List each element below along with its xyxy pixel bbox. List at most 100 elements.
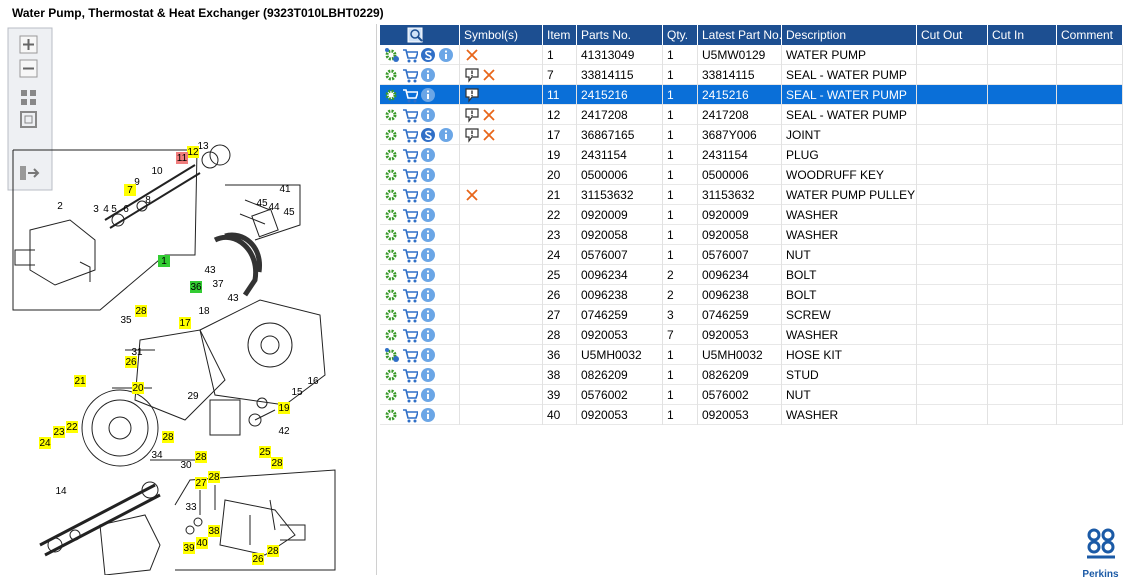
cart-icon[interactable] — [402, 67, 418, 83]
cart-icon[interactable] — [402, 207, 418, 223]
callout[interactable]: 3 — [93, 204, 99, 215]
cart-icon[interactable] — [402, 267, 418, 283]
table-row[interactable]: 25 0096234 2 0096234 BOLT — [380, 265, 1123, 285]
info-icon[interactable] — [420, 107, 436, 123]
info-icon[interactable] — [420, 247, 436, 263]
column-header[interactable]: Comment — [1057, 25, 1123, 45]
cart-icon[interactable] — [402, 247, 418, 263]
cart-icon[interactable] — [402, 147, 418, 163]
callout[interactable]: 28 — [162, 431, 174, 443]
callout[interactable]: 7 — [124, 184, 136, 196]
gear-icon[interactable] — [384, 327, 400, 343]
table-row[interactable]: 38 0826209 1 0826209 STUD — [380, 365, 1123, 385]
table-row[interactable]: 1 41313049 1 U5MW0129 WATER PUMP — [380, 45, 1123, 65]
table-row[interactable]: 21 31153632 1 31153632 WATER PUMP PULLEY — [380, 185, 1123, 205]
info-icon[interactable] — [420, 307, 436, 323]
service-icon[interactable] — [420, 127, 436, 143]
note-icon[interactable] — [464, 127, 480, 143]
callout[interactable]: 16 — [307, 376, 319, 387]
cross-icon[interactable] — [464, 187, 480, 203]
info-icon[interactable] — [438, 47, 454, 63]
cart-icon[interactable] — [402, 47, 418, 63]
cart-icon[interactable] — [402, 407, 418, 423]
callout[interactable]: 26 — [125, 356, 137, 368]
gear-icon[interactable] — [384, 347, 400, 363]
callout[interactable]: 6 — [123, 204, 129, 215]
callout[interactable]: 1 — [158, 255, 170, 267]
callout[interactable]: 27 — [195, 477, 207, 489]
info-icon[interactable] — [420, 227, 436, 243]
callout[interactable]: 24 — [39, 437, 51, 449]
cart-icon[interactable] — [402, 167, 418, 183]
table-row[interactable]: 11 2415216 1 2415216 SEAL - WATER PUMP — [380, 85, 1123, 105]
info-icon[interactable] — [420, 147, 436, 163]
export-button[interactable] — [20, 166, 40, 180]
callout[interactable]: 22 — [66, 421, 78, 433]
gear-icon[interactable] — [384, 67, 400, 83]
callout[interactable]: 33 — [185, 502, 197, 513]
cart-icon[interactable] — [402, 87, 418, 103]
cart-icon[interactable] — [402, 367, 418, 383]
gear-icon[interactable] — [384, 147, 400, 163]
callout[interactable]: 19 — [278, 402, 290, 414]
callout[interactable]: 42 — [278, 426, 290, 437]
callout[interactable]: 29 — [187, 391, 199, 402]
callout[interactable]: 2 — [57, 201, 63, 212]
gear-icon[interactable] — [384, 187, 400, 203]
service-icon[interactable] — [420, 47, 436, 63]
gear-icon[interactable] — [384, 287, 400, 303]
callout[interactable]: 28 — [195, 451, 207, 463]
table-row[interactable]: 28 0920053 7 0920053 WASHER — [380, 325, 1123, 345]
column-header[interactable]: Symbol(s) — [460, 25, 543, 45]
callout[interactable]: 21 — [74, 375, 86, 387]
gear-icon[interactable] — [384, 247, 400, 263]
zoom-in-button[interactable] — [19, 35, 38, 54]
callout[interactable]: 26 — [252, 553, 264, 565]
info-icon[interactable] — [420, 67, 436, 83]
column-header[interactable]: Cut Out — [917, 25, 988, 45]
table-row[interactable]: 39 0576002 1 0576002 NUT — [380, 385, 1123, 405]
gear-icon[interactable] — [384, 167, 400, 183]
actual-size-button[interactable] — [20, 111, 37, 128]
callout[interactable]: 41 — [279, 184, 291, 195]
cart-icon[interactable] — [402, 127, 418, 143]
table-row[interactable]: 17 36867165 1 3687Y006 JOINT — [380, 125, 1123, 145]
table-row[interactable]: 23 0920058 1 0920058 WASHER — [380, 225, 1123, 245]
table-row[interactable]: 7 33814115 1 33814115 SEAL - WATER PUMP — [380, 65, 1123, 85]
column-header[interactable]: Item — [543, 25, 577, 45]
gear-icon[interactable] — [384, 307, 400, 323]
callout[interactable]: 13 — [197, 141, 209, 152]
callout[interactable]: 12 — [187, 146, 199, 158]
gear-icon[interactable] — [384, 47, 400, 63]
callout[interactable]: 44 — [268, 202, 280, 213]
info-icon[interactable] — [420, 347, 436, 363]
note-icon[interactable] — [464, 107, 480, 123]
callout[interactable]: 28 — [208, 471, 220, 483]
callout[interactable]: 10 — [151, 166, 163, 177]
gear-icon[interactable] — [384, 127, 400, 143]
column-header[interactable]: Parts No. — [577, 25, 663, 45]
note-icon[interactable] — [464, 87, 480, 103]
cart-icon[interactable] — [402, 327, 418, 343]
table-row[interactable]: 36 U5MH0032 1 U5MH0032 HOSE KIT — [380, 345, 1123, 365]
cart-icon[interactable] — [402, 347, 418, 363]
info-icon[interactable] — [420, 87, 436, 103]
callout[interactable]: 20 — [132, 382, 144, 394]
gear-icon[interactable] — [384, 267, 400, 283]
callout[interactable]: 17 — [179, 317, 191, 329]
table-row[interactable]: 26 0096238 2 0096238 BOLT — [380, 285, 1123, 305]
table-row[interactable]: 24 0576007 1 0576007 NUT — [380, 245, 1123, 265]
callout[interactable]: 18 — [198, 306, 210, 317]
column-header[interactable]: Description — [782, 25, 917, 45]
cart-icon[interactable] — [402, 187, 418, 203]
gear-icon[interactable] — [384, 107, 400, 123]
table-row[interactable]: 20 0500006 1 0500006 WOODRUFF KEY — [380, 165, 1123, 185]
fit-button[interactable] — [21, 90, 36, 105]
cross-icon[interactable] — [464, 47, 480, 63]
zoom-out-button[interactable] — [19, 59, 38, 78]
info-icon[interactable] — [420, 267, 436, 283]
gear-icon[interactable] — [384, 367, 400, 383]
callout[interactable]: 36 — [190, 281, 202, 293]
info-icon[interactable] — [420, 407, 436, 423]
cart-icon[interactable] — [402, 227, 418, 243]
